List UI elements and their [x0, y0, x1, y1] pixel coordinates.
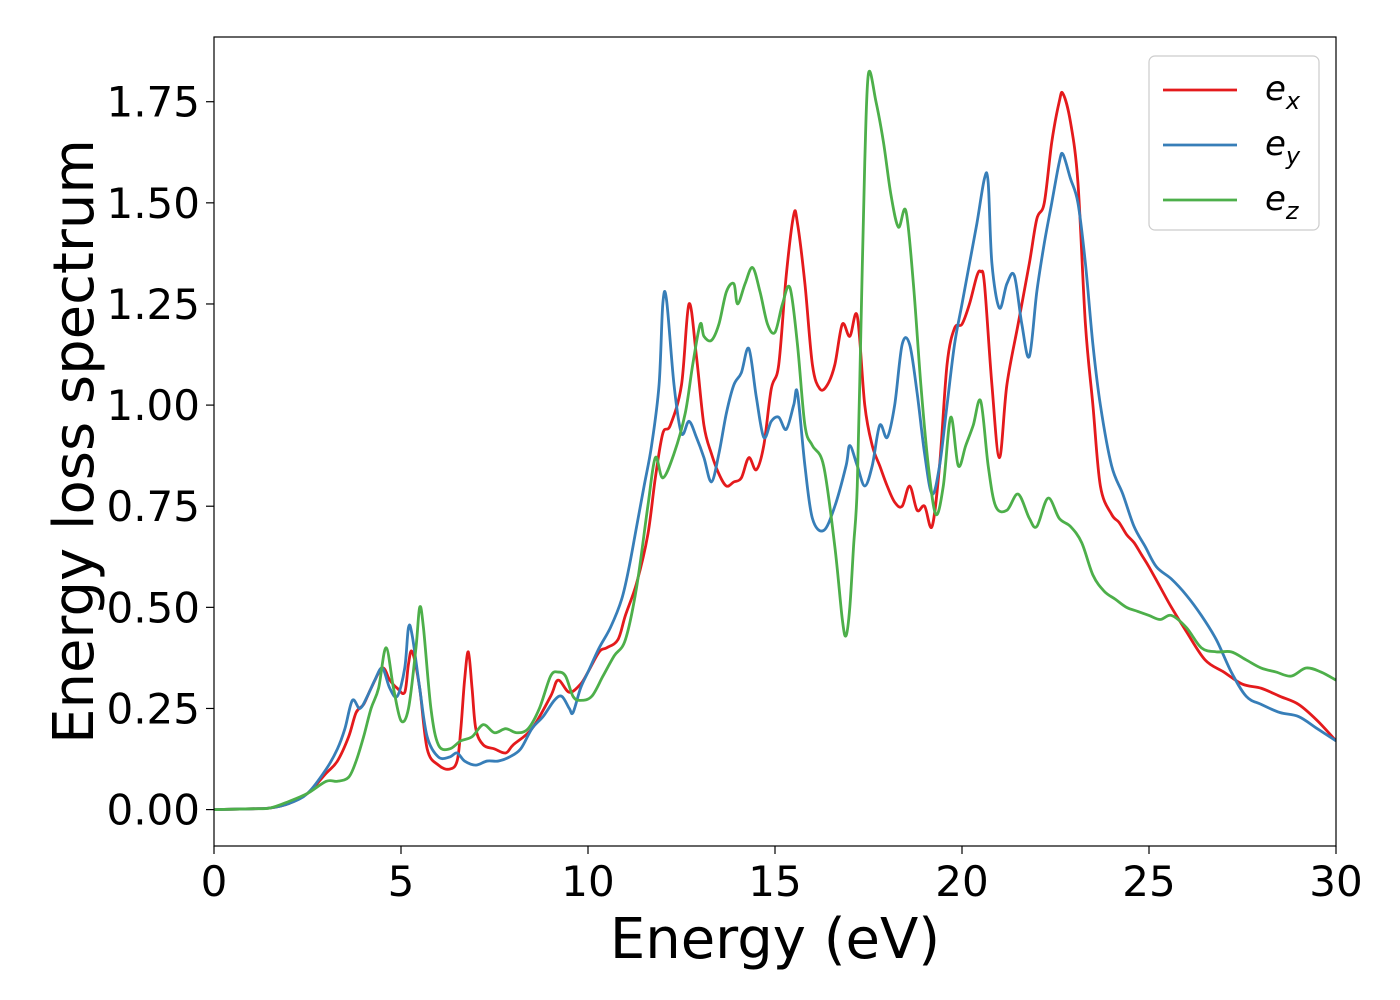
- legend-label-base: e: [1265, 69, 1286, 109]
- y-tick-label: 1.50: [106, 179, 200, 228]
- plot-area-frame: [213, 36, 1337, 847]
- x-tick-label: 15: [748, 857, 801, 906]
- series-layer: [214, 69, 1336, 811]
- y-tick-label: 0.25: [106, 684, 200, 733]
- legend-label: ez: [1265, 179, 1300, 225]
- x-axis-title: Energy (eV): [610, 907, 940, 972]
- x-tick-label: 20: [935, 857, 988, 906]
- legend-label-base: e: [1265, 179, 1286, 219]
- y-tick-label: 1.75: [106, 78, 200, 127]
- legend-label-subscript: z: [1285, 197, 1300, 225]
- x-tick-label: 5: [388, 857, 415, 906]
- legend-label: ex: [1265, 69, 1301, 115]
- y-tick-label: 0.75: [106, 482, 200, 531]
- y-tick-label: 1.00: [106, 381, 200, 430]
- x-tick-label: 10: [561, 857, 614, 906]
- y-axis-ticks: 0.00 0.25 0.50 0.75 1.00 1.25 1.50 1.75: [106, 78, 214, 835]
- y-tick-label: 1.25: [106, 280, 200, 329]
- legend-label-base: e: [1265, 124, 1286, 164]
- legend-box: [1148, 55, 1320, 231]
- legend-label-subscript: x: [1285, 87, 1301, 115]
- series-line-e-y: [214, 151, 1336, 811]
- y-tick-label: 0.50: [106, 583, 200, 632]
- legend-label-subscript: y: [1285, 142, 1301, 170]
- x-axis-ticks: 0 5 10 15 20 25 30: [201, 846, 1363, 906]
- x-tick-label: 25: [1122, 857, 1175, 906]
- y-axis-title: Energy loss spectrum: [42, 139, 107, 744]
- x-tick-label: 0: [201, 857, 228, 906]
- legend-label: ey: [1265, 124, 1301, 170]
- x-tick-label: 30: [1309, 857, 1362, 906]
- y-tick-label: 0.00: [106, 786, 200, 835]
- series-line-e-z: [214, 69, 1336, 811]
